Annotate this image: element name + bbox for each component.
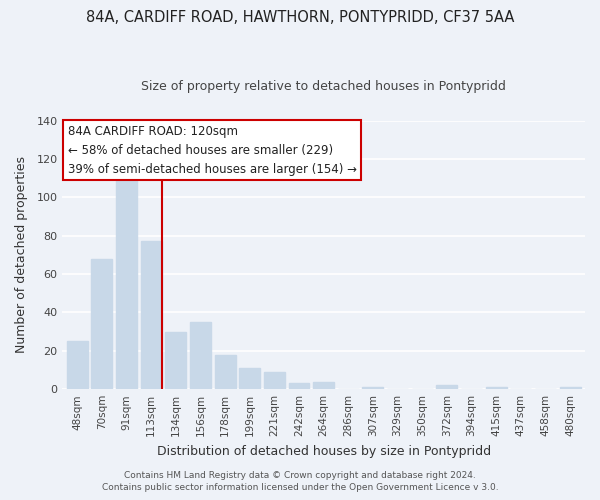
Bar xyxy=(560,388,581,389)
Bar xyxy=(91,258,112,389)
Bar xyxy=(165,332,186,389)
Bar xyxy=(239,368,260,389)
Bar xyxy=(67,341,88,389)
Text: 84A CARDIFF ROAD: 120sqm
← 58% of detached houses are smaller (229)
39% of semi-: 84A CARDIFF ROAD: 120sqm ← 58% of detach… xyxy=(68,124,356,176)
Title: Size of property relative to detached houses in Pontypridd: Size of property relative to detached ho… xyxy=(141,80,506,93)
Bar xyxy=(264,372,285,389)
Bar xyxy=(313,382,334,389)
Bar xyxy=(486,388,507,389)
Bar xyxy=(215,354,236,389)
Text: Contains HM Land Registry data © Crown copyright and database right 2024.
Contai: Contains HM Land Registry data © Crown c… xyxy=(101,471,499,492)
Bar xyxy=(289,384,310,389)
Bar xyxy=(436,386,457,389)
Bar xyxy=(190,322,211,389)
Bar xyxy=(116,163,137,389)
Bar xyxy=(140,242,161,389)
Text: 84A, CARDIFF ROAD, HAWTHORN, PONTYPRIDD, CF37 5AA: 84A, CARDIFF ROAD, HAWTHORN, PONTYPRIDD,… xyxy=(86,10,514,25)
Y-axis label: Number of detached properties: Number of detached properties xyxy=(15,156,28,354)
Bar xyxy=(362,388,383,389)
X-axis label: Distribution of detached houses by size in Pontypridd: Distribution of detached houses by size … xyxy=(157,444,491,458)
